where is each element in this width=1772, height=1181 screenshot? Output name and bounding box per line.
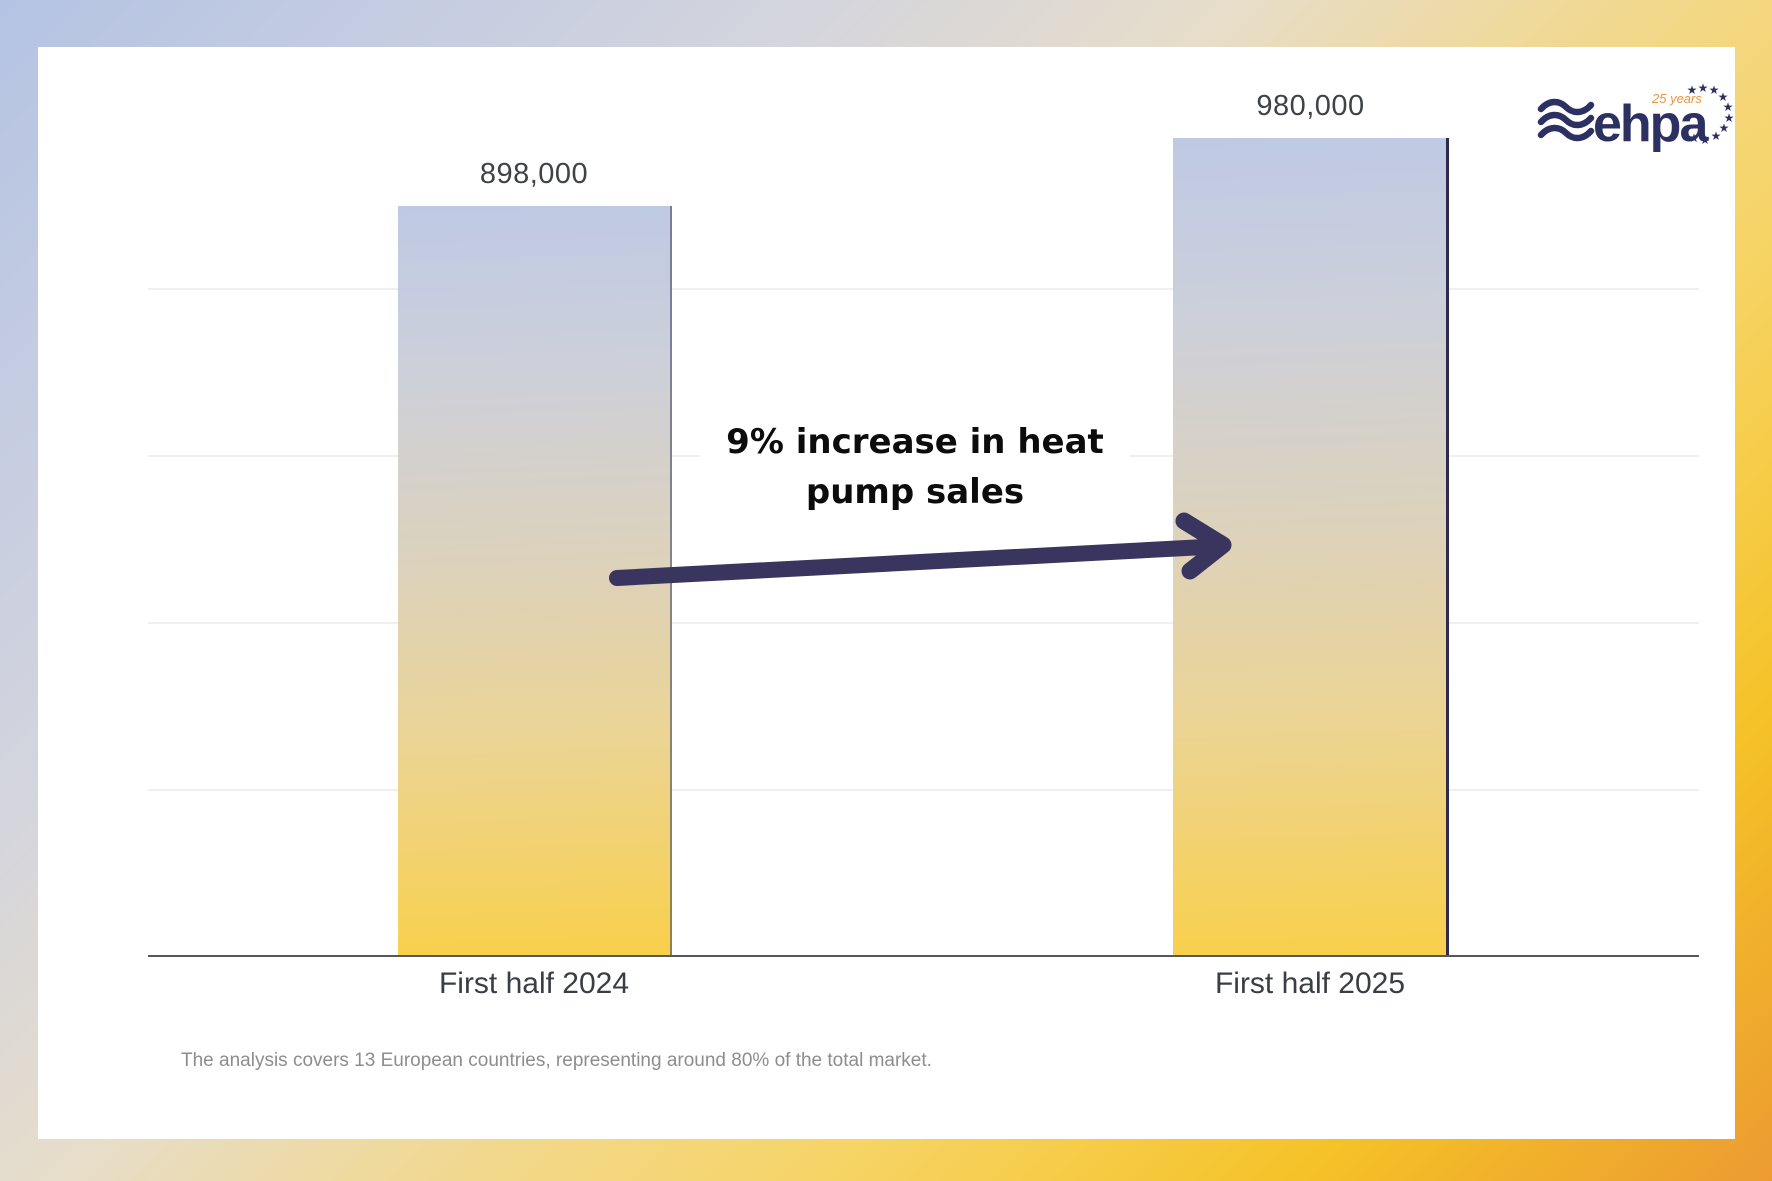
svg-text:★: ★ [1687,83,1698,97]
svg-text:★: ★ [1719,121,1730,135]
eu-stars-icon: ★ ★ ★ ★ ★ ★ ★ ★ ★ ★ [1687,81,1735,147]
increase-arrow-icon [609,512,1232,586]
category-label-2025: First half 2025 [1214,967,1406,1000]
svg-text:★: ★ [1718,90,1729,104]
svg-text:★: ★ [1723,100,1734,114]
value-label-2025: 980,000 [1256,90,1365,122]
value-label-2024: 898,000 [479,158,589,190]
annotation-text: 9% increase in heat pump sales [700,417,1130,517]
x-axis-line [148,955,1699,957]
gridline-400000 [148,622,1699,624]
svg-text:★: ★ [1709,83,1720,97]
svg-text:★: ★ [1724,111,1735,125]
logo-badge-25-years: 25 years [1651,91,1702,106]
svg-text:★: ★ [1698,81,1709,95]
footnote-text: The analysis covers 13 European countrie… [181,1050,932,1071]
gridline-200000 [148,789,1699,791]
annotation-line1: 9% increase in heat [726,422,1104,462]
ehpa-wordmark: ehpa [1593,95,1709,153]
gridline-800000 [148,288,1699,290]
waves-icon [1537,98,1595,142]
chart-card: 898,000 980,000 First half 2024 First ha… [38,47,1735,1139]
ehpa-logo: ehpa 25 years ★ ★ ★ ★ ★ ★ ★ ★ ★ ★ [1537,81,1735,153]
svg-text:★: ★ [1711,129,1722,143]
svg-text:★: ★ [1689,131,1700,145]
svg-text:★: ★ [1700,133,1711,147]
annotation-line2: pump sales [805,472,1025,512]
category-label-2024: First half 2024 [438,967,630,1000]
